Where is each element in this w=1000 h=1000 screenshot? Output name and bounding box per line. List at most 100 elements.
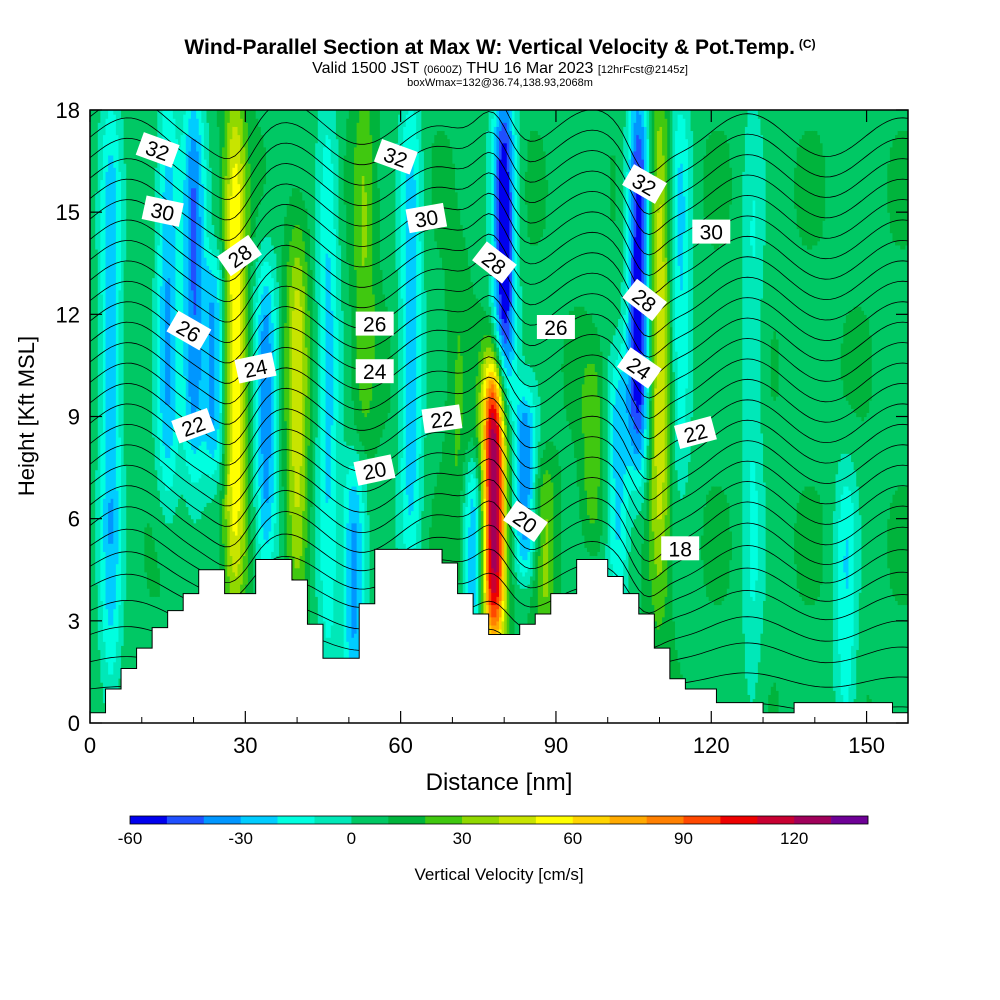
velocity-cell: [506, 420, 510, 442]
velocity-cell: [522, 539, 526, 561]
velocity-cell: [501, 559, 505, 601]
velocity-cell: [501, 318, 505, 336]
velocity-cell: [297, 289, 301, 507]
velocity-cell: [680, 289, 684, 438]
velocity-cell: [858, 514, 863, 593]
velocity-cell: [664, 110, 668, 119]
velocity-cell: [858, 416, 863, 516]
velocity-cell: [511, 584, 516, 651]
velocity-cell: [400, 110, 404, 160]
velocity-cell: [493, 616, 498, 626]
velocity-cell: [413, 110, 417, 115]
velocity-cell: [672, 110, 676, 373]
velocity-cell: [866, 412, 870, 695]
velocity-cell: [387, 412, 391, 667]
velocity-cell: [260, 293, 265, 332]
colorbar-swatch: [277, 816, 315, 824]
velocity-cell: [504, 355, 508, 369]
velocity-cell: [553, 110, 557, 446]
velocity-cell: [641, 543, 645, 618]
velocity-cell: [429, 110, 433, 528]
velocity-cell: [584, 110, 588, 311]
velocity-cell: [706, 138, 710, 238]
velocity-cell: [304, 261, 309, 348]
velocity-cell: [763, 110, 767, 160]
velocity-cell: [211, 110, 215, 226]
velocity-cell: [263, 236, 267, 262]
velocity-cell: [711, 485, 715, 601]
velocity-cell: [667, 281, 671, 548]
velocity-cell: [108, 110, 112, 156]
velocity-cell: [711, 600, 715, 723]
velocity-cell: [330, 424, 334, 626]
velocity-cell: [493, 175, 498, 242]
velocity-cell: [240, 535, 244, 585]
velocity-cell: [840, 453, 844, 495]
velocity-cell: [268, 293, 272, 344]
velocity-cell: [483, 110, 487, 311]
velocity-cell: [620, 502, 624, 585]
velocity-cell: [266, 110, 270, 238]
velocity-cell: [209, 302, 213, 418]
velocity-cell: [227, 473, 231, 512]
velocity-cell: [348, 110, 353, 307]
velocity-cell: [817, 596, 821, 723]
velocity-cell: [486, 604, 490, 622]
velocity-cell: [488, 334, 492, 348]
velocity-cell: [286, 110, 290, 205]
velocity-cell: [118, 436, 122, 606]
velocity-cell: [561, 110, 565, 364]
velocity-cell: [612, 367, 617, 405]
velocity-cell: [643, 518, 648, 642]
velocity-cell: [750, 110, 754, 221]
velocity-cell: [814, 130, 818, 246]
velocity-cell: [467, 110, 472, 266]
velocity-cell: [348, 306, 353, 446]
colorbar-tick-label: 90: [674, 829, 693, 848]
velocity-cell: [284, 216, 288, 324]
velocity-cell: [773, 330, 777, 401]
velocity-cell: [385, 110, 389, 307]
velocity-cell: [175, 138, 179, 454]
velocity-cell: [496, 629, 500, 638]
velocity-cell: [496, 379, 500, 389]
velocity-cell: [159, 285, 164, 414]
velocity-cell: [198, 110, 202, 136]
velocity-cell: [501, 110, 505, 123]
velocity-cell: [289, 240, 293, 287]
velocity-cell: [843, 555, 847, 573]
colorbar-tick-label: -60: [118, 829, 143, 848]
velocity-cell: [488, 604, 492, 618]
velocity-cell: [794, 110, 798, 168]
velocity-cell: [255, 110, 259, 119]
velocity-cell: [478, 465, 482, 491]
velocity-cell: [421, 150, 425, 512]
velocity-cell: [299, 265, 303, 307]
velocity-cell: [838, 461, 842, 520]
velocity-cell: [537, 134, 542, 242]
velocity-cell: [524, 400, 529, 414]
velocity-cell: [550, 481, 554, 626]
y-tick-label: 18: [56, 98, 80, 123]
velocity-cell: [167, 277, 171, 405]
velocity-cell: [258, 110, 262, 127]
velocity-cell: [501, 367, 505, 377]
contour-label-box: [234, 352, 277, 384]
velocity-cell: [232, 110, 236, 127]
velocity-cell: [488, 347, 492, 356]
velocity-cell: [304, 347, 309, 397]
velocity-cell: [524, 383, 529, 401]
velocity-cell: [141, 110, 145, 723]
velocity-cell: [504, 424, 508, 446]
velocity-cell: [863, 416, 868, 704]
contour-label: 24: [234, 352, 277, 384]
velocity-cell: [548, 441, 552, 475]
velocity-cell: [905, 485, 908, 606]
velocity-cell: [887, 518, 891, 569]
velocity-cell: [278, 110, 283, 723]
velocity-cell: [532, 579, 536, 646]
theta-contour-line: [90, 294, 908, 379]
velocity-cell: [467, 481, 472, 528]
velocity-cell: [152, 539, 156, 597]
velocity-cell: [250, 539, 254, 622]
